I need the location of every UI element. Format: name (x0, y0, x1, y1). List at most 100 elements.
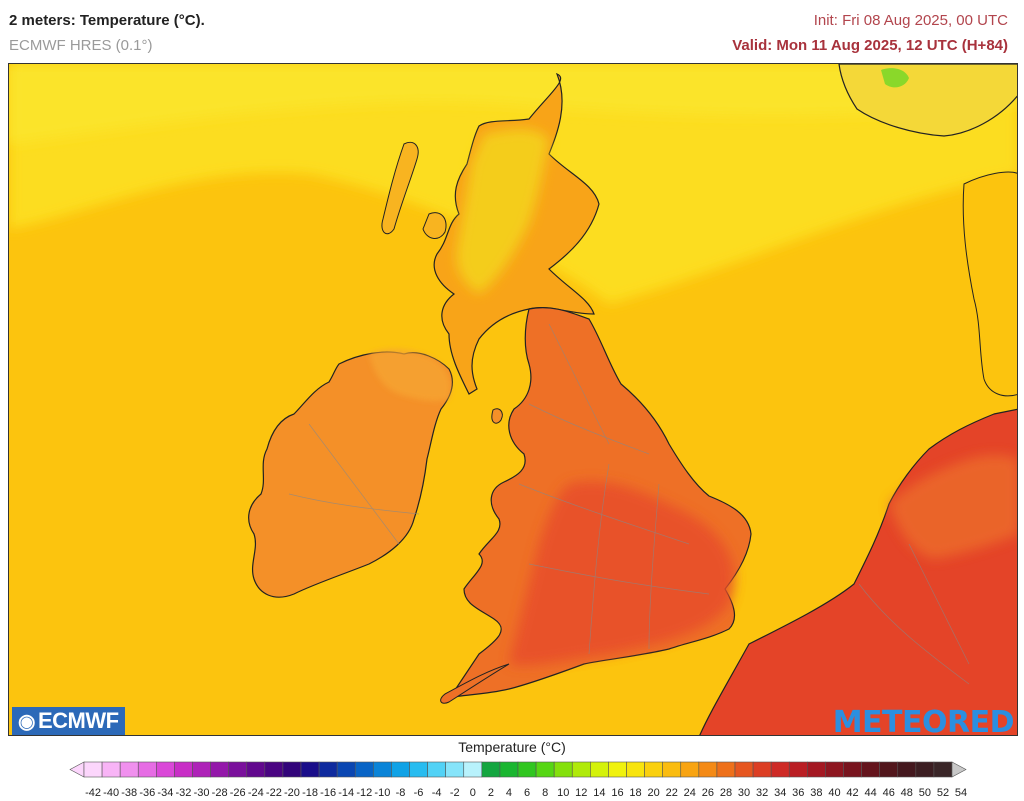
legend-swatch (427, 761, 446, 778)
legend-swatch (192, 761, 211, 778)
legend-swatch (788, 761, 808, 778)
legend-tick-label: 4 (506, 787, 512, 799)
legend-swatch (608, 761, 627, 778)
legend-tick-label: 42 (846, 787, 858, 799)
legend-swatch (481, 761, 501, 778)
legend-swatch (463, 761, 483, 778)
netherlands-north (889, 455, 1017, 559)
legend-tick-label: 40 (828, 787, 840, 799)
legend-tick-label: 30 (738, 787, 750, 799)
legend-tick-label: -18 (302, 787, 318, 799)
hebrides-islands (381, 141, 419, 235)
legend-swatch (137, 761, 157, 778)
legend-swatch (354, 761, 374, 778)
legend-tick-label: 48 (901, 787, 913, 799)
norway-land (838, 64, 1017, 137)
legend-swatch (843, 761, 862, 778)
legend-swatch (336, 761, 356, 778)
legend-swatch (897, 761, 917, 778)
legend-tick-label: 50 (919, 787, 931, 799)
denmark-coast (962, 171, 1017, 397)
legend-tick-label: 14 (593, 787, 605, 799)
legend-swatch (807, 761, 826, 778)
legend-tick-label: -4 (432, 787, 442, 799)
legend-arrow-high (951, 761, 967, 778)
legend-tick-label: -2 (450, 787, 460, 799)
cornwall (440, 663, 510, 704)
legend-title: Temperature (°C) (458, 739, 566, 755)
legend-swatch (101, 761, 121, 778)
legend-swatch (391, 761, 410, 778)
legend-swatch (644, 761, 663, 778)
scotland-highland (456, 129, 549, 294)
legend-swatch (156, 761, 175, 778)
skye-island (422, 212, 447, 239)
legend-tick-label: 0 (470, 787, 476, 799)
legend-swatch (933, 761, 953, 778)
legend-swatch (210, 761, 229, 778)
legend-swatch (409, 761, 428, 778)
legend-swatch (879, 761, 899, 778)
legend-tick-label: -16 (320, 787, 336, 799)
norway-green (881, 68, 909, 88)
legend-tick-label: -42 (85, 787, 101, 799)
legend-tick-label: 20 (648, 787, 660, 799)
map-title: 2 meters: Temperature (°C). (9, 12, 205, 29)
legend-swatch (373, 761, 392, 778)
legend-swatch (662, 761, 682, 778)
legend-swatch (174, 761, 193, 778)
legend-tick-label: 26 (702, 787, 714, 799)
admin-borders (288, 323, 970, 685)
legend-tick-label: 12 (575, 787, 587, 799)
legend-tick-label: 10 (557, 787, 569, 799)
legend-swatch (861, 761, 880, 778)
temperature-legend: -42 -40 -38 -36 -34 -32 -30 -28 -26 -24 -22 -20 -18-… (69, 761, 967, 799)
legend-swatch (246, 761, 266, 778)
legend-swatch (318, 761, 338, 778)
legend-swatch (300, 761, 320, 778)
legend-swatch (228, 761, 248, 778)
legend-tick-label: 46 (883, 787, 895, 799)
legend-tick-label: 18 (629, 787, 641, 799)
legend-swatch (626, 761, 645, 778)
ecmwf-emblem-icon: ◉ (18, 710, 35, 733)
legend-tick-label: 52 (937, 787, 949, 799)
northern-ireland (369, 349, 451, 402)
legend-tick-label: -34 (157, 787, 173, 799)
legend-tick-label: 24 (684, 787, 696, 799)
legend-swatch (770, 761, 790, 778)
legend-tick-label: -6 (414, 787, 424, 799)
legend-tick-label: -38 (121, 787, 137, 799)
legend-swatch (825, 761, 844, 778)
legend-tick-label: 54 (955, 787, 967, 799)
england-south-hot (509, 481, 735, 666)
map-canvas (9, 64, 1017, 735)
legend-tick-label: -20 (284, 787, 300, 799)
ireland-land (248, 351, 453, 598)
legend-swatch (282, 761, 302, 778)
legend-tick-label: 34 (774, 787, 786, 799)
legend-tick-label: 36 (792, 787, 804, 799)
legend-swatch (535, 761, 555, 778)
legend-tick-label: -24 (248, 787, 264, 799)
isle-of-man (491, 408, 503, 424)
legend-tick-label: 22 (666, 787, 678, 799)
ecmwf-logo: ◉ ECMWF (12, 707, 125, 735)
legend-tick-label: -8 (396, 787, 406, 799)
temperature-map[interactable] (8, 63, 1018, 736)
legend-swatch (915, 761, 935, 778)
legend-tick-label: -12 (356, 787, 372, 799)
legend-tick-label: 16 (611, 787, 623, 799)
legend-tick-label: -36 (139, 787, 155, 799)
meteored-logo: METEORED (832, 705, 1015, 740)
legend-swatch (517, 761, 537, 778)
init-time: Init: Fri 08 Aug 2025, 00 UTC (813, 12, 1008, 29)
legend-swatch (752, 761, 772, 778)
legend-swatch (83, 761, 103, 778)
legend-tick-label: 38 (810, 787, 822, 799)
legend-swatch (734, 761, 754, 778)
legend-swatch (716, 761, 736, 778)
legend-tick-label: 28 (720, 787, 732, 799)
legend-tick-label: 8 (542, 787, 548, 799)
legend-swatch (590, 761, 609, 778)
